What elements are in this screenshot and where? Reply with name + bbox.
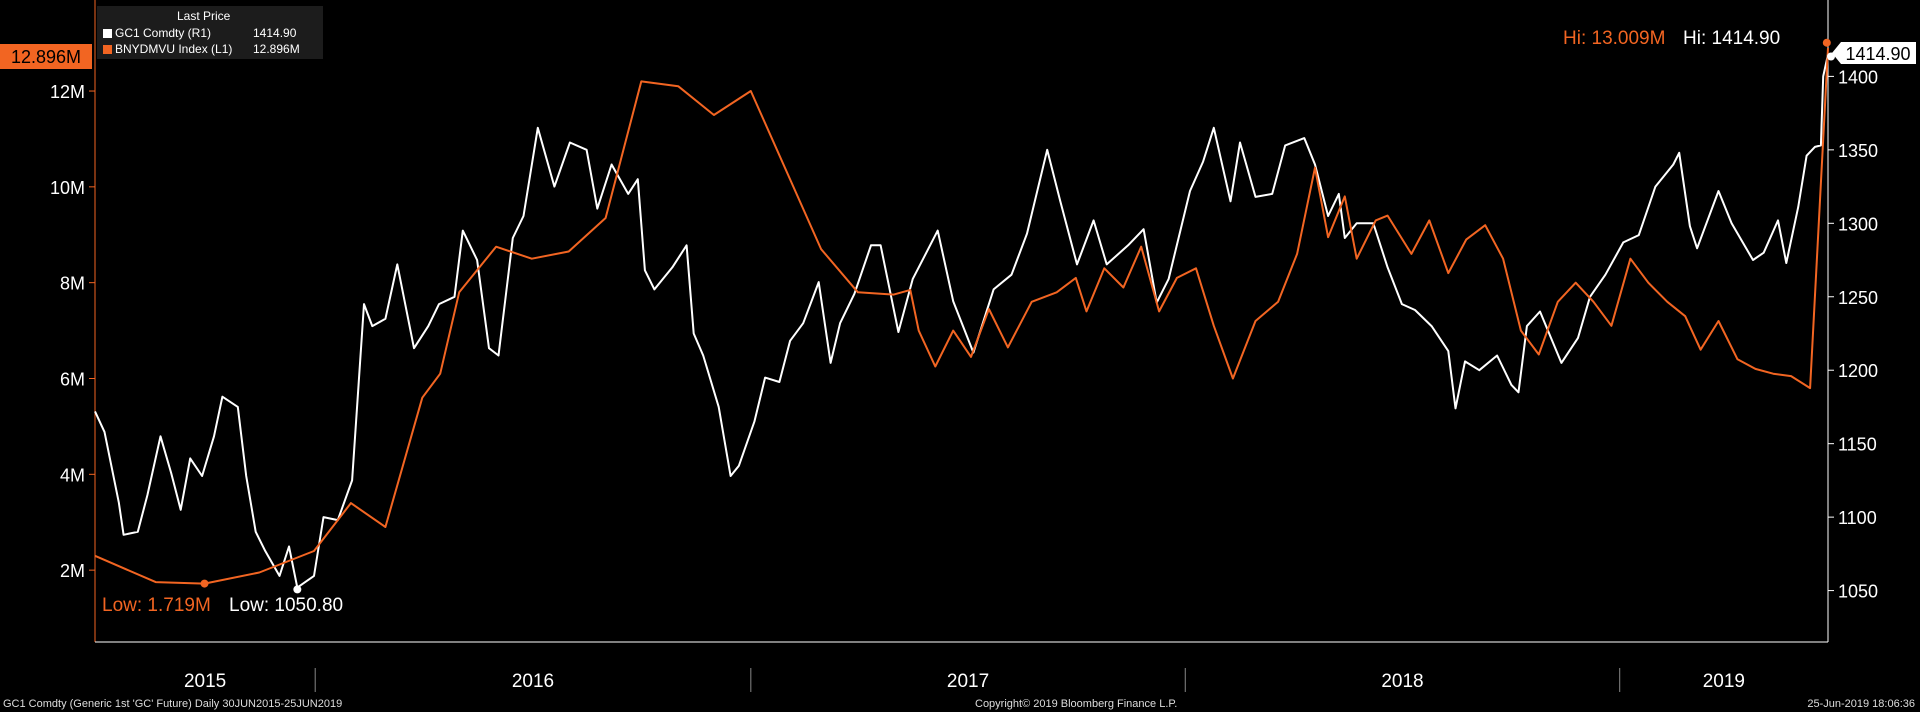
legend-value-bnydmvu: 12.896M [253, 42, 300, 56]
low-marker-bnydmvu [200, 579, 209, 588]
left-tick-label: 8M [60, 274, 85, 294]
legend-label-bnydmvu: BNYDMVU Index (L1) [115, 42, 233, 56]
high-label-bnydmvu: Hi: 13.009M [1563, 28, 1665, 49]
right-tick-label: 1200 [1838, 361, 1878, 381]
year-label-2018: 2018 [1381, 671, 1423, 692]
low-label-bnydmvu: Low: 1.719M [102, 595, 211, 616]
chart-legend: Last Price GC1 Comdty (R1) 1414.90 BNYDMV… [97, 6, 323, 59]
series-line-bnydmvu [94, 48, 1829, 585]
footer-security-info: GC1 Comdty (Generic 1st 'GC' Future) Dai… [3, 698, 343, 710]
left-last-value-text: 12.896M [11, 47, 81, 67]
right-last-value-tag [1832, 42, 1916, 64]
footer-copyright: Copyright© 2019 Bloomberg Finance L.P. [975, 698, 1178, 710]
chart-axes: 2M 4M 6M 8M 10M 12M 1050 1100 1150 1200 1250 1300 13… [50, 0, 1878, 692]
right-tick-label: 1100 [1838, 508, 1877, 528]
right-tick-label: 1400 [1838, 67, 1878, 87]
left-tick-label: 10M [50, 178, 85, 198]
low-label-gc1: Low: 1050.80 [229, 595, 343, 616]
right-last-value-text: 1414.90 [1845, 44, 1910, 64]
right-tick-label: 1350 [1838, 141, 1878, 161]
chart-series [94, 48, 1829, 589]
right-tick-label: 1250 [1838, 288, 1878, 308]
low-marker-gc1 [293, 585, 302, 594]
year-label-2015: 2015 [184, 671, 226, 692]
right-tick-label: 1150 [1838, 435, 1877, 455]
left-tick-label: 2M [60, 561, 85, 581]
legend-label-gc1: GC1 Comdty (R1) [115, 26, 212, 40]
series-line-gc1 [94, 54, 1829, 589]
legend-item-bnydmvu: BNYDMVU Index (L1) 12.896M [103, 42, 300, 57]
left-tick-label: 4M [60, 465, 85, 485]
legend-header: Last Price [177, 9, 231, 23]
right-tick-label: 1300 [1838, 214, 1878, 234]
year-label-2017: 2017 [947, 671, 989, 692]
right-tick-label: 1050 [1838, 582, 1878, 602]
left-last-value-tag [0, 44, 92, 69]
legend-swatch-gc1 [103, 29, 112, 38]
chart-annotations: Low: 1.719M Low: 1050.80 Hi: 13.009M Hi: 14… [0, 28, 1916, 616]
high-marker-bnydmvu [1822, 38, 1831, 47]
year-label-2019: 2019 [1703, 671, 1745, 692]
legend-swatch-bnydmvu [103, 45, 112, 54]
high-marker-gc1 [1827, 52, 1835, 61]
legend-item-gc1: GC1 Comdty (R1) 1414.90 [103, 26, 296, 41]
left-tick-label: 6M [60, 369, 85, 389]
high-label-gc1: Hi: 1414.90 [1683, 28, 1780, 49]
left-tick-label: 12M [50, 82, 85, 102]
legend-value-gc1: 1414.90 [253, 26, 297, 40]
year-label-2016: 2016 [512, 671, 554, 692]
footer-timestamp: 25-Jun-2019 18:06:36 [1807, 698, 1915, 710]
